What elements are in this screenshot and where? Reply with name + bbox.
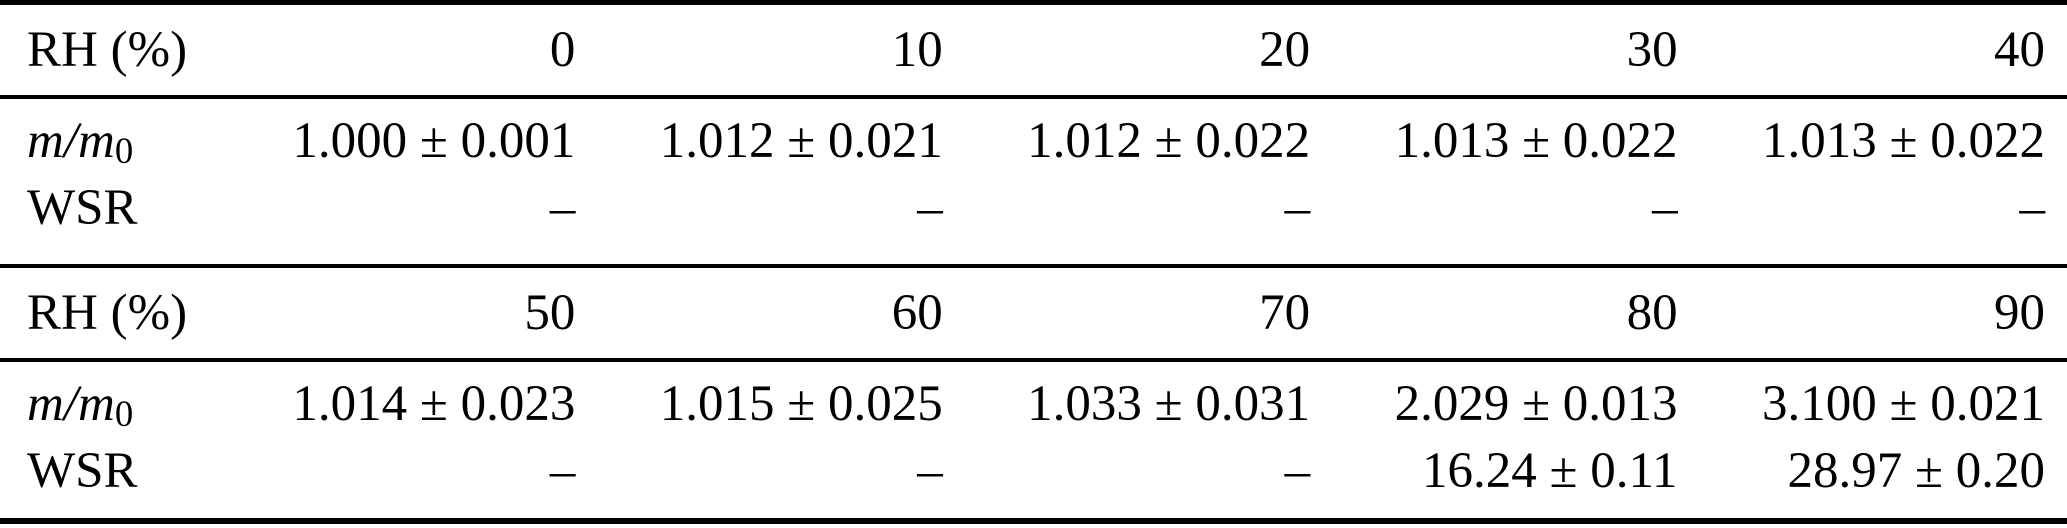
section2-rh-value: 70 — [1259, 284, 1311, 341]
section1-mass-ratio-row: m/m0 1.000 ± 0.001 1.012 ± 0.021 1.012 ±… — [0, 97, 2067, 175]
mass-ratio-value: 3.100 ± 0.021 — [1762, 375, 2045, 432]
wsr-value: – — [1284, 442, 1311, 499]
section1-rh-value: 20 — [1259, 21, 1311, 78]
mass-ratio-value: 1.000 ± 0.001 — [292, 112, 576, 169]
section2-rh-value: 80 — [1626, 284, 1678, 341]
mass-ratio-value: 1.012 ± 0.022 — [1027, 112, 1311, 169]
section1-header-row: RH (%) 0 10 20 30 40 — [0, 3, 2067, 97]
mass-ratio-value: 1.012 ± 0.021 — [659, 112, 943, 169]
section2-rh-value: 90 — [1994, 284, 2045, 341]
section2-rh-value: 60 — [891, 284, 943, 341]
mass-ratio-label: m/m0 — [0, 360, 230, 438]
section1-header-label: RH (%) — [27, 21, 188, 78]
section1-wsr-row: WSR – – – – – — [0, 175, 2067, 266]
wsr-value: – — [1284, 179, 1311, 236]
section2-header-row: RH (%) 50 60 70 80 90 — [0, 266, 2067, 360]
section2-header-label: RH (%) — [27, 284, 188, 341]
section2-mass-ratio-row: m/m0 1.014 ± 0.023 1.015 ± 0.025 1.033 ±… — [0, 360, 2067, 438]
mass-ratio-value: 1.013 ± 0.022 — [1762, 112, 2045, 169]
section2-wsr-row: WSR – – – 16.24 ± 0.11 28.97 ± 0.20 — [0, 438, 2067, 521]
mass-ratio-value: 1.014 ± 0.023 — [292, 375, 576, 432]
wsr-value: – — [917, 442, 943, 499]
wsr-label: WSR — [27, 179, 138, 236]
section2-rh-value: 50 — [524, 284, 576, 341]
wsr-value: 28.97 ± 0.20 — [1787, 442, 2046, 499]
mass-ratio-value: 1.015 ± 0.025 — [659, 375, 943, 432]
mass-ratio-symbol: m/m — [27, 112, 115, 169]
mass-ratio-subscript: 0 — [114, 393, 134, 435]
wsr-value: – — [549, 179, 576, 236]
mass-ratio-value: 2.029 ± 0.013 — [1394, 375, 1678, 432]
section1-rh-value: 0 — [549, 21, 576, 78]
mass-ratio-value: 1.033 ± 0.031 — [1027, 375, 1311, 432]
wsr-label: WSR — [27, 442, 138, 499]
mass-ratio-symbol: m/m — [27, 375, 115, 432]
section1-rh-value: 10 — [891, 21, 943, 78]
wsr-value: – — [1652, 179, 1678, 236]
mass-ratio-label: m/m0 — [0, 97, 230, 175]
wsr-value: – — [549, 442, 576, 499]
section1-rh-value: 40 — [1994, 21, 2045, 78]
mass-ratio-subscript: 0 — [114, 130, 134, 172]
wsr-value: – — [917, 179, 943, 236]
section1-rh-value: 30 — [1626, 21, 1678, 78]
wsr-value: 16.24 ± 0.11 — [1421, 442, 1678, 499]
wsr-value: – — [2019, 179, 2046, 236]
mass-ratio-value: 1.013 ± 0.022 — [1394, 112, 1678, 169]
